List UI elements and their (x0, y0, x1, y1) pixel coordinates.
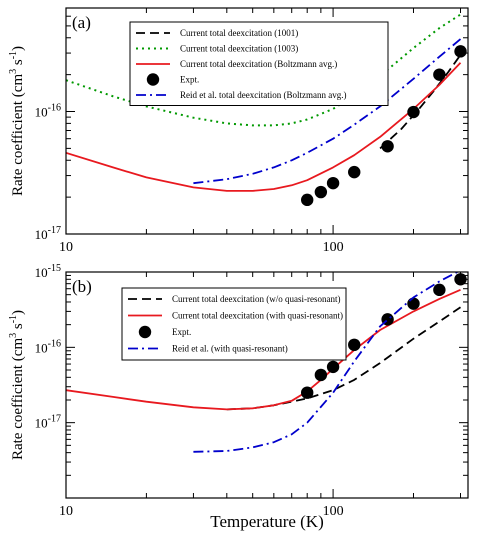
expt-point (314, 185, 328, 199)
legend-label: Current total deexcitation (Boltzmann av… (180, 59, 337, 69)
legend-label: Reid et al. (with quasi-resonant) (172, 344, 288, 354)
expt-point (301, 386, 314, 399)
y-tick-label: 10-16 (35, 338, 61, 355)
y-axis-ticks (66, 271, 468, 499)
legend-label: Expt. (180, 75, 199, 85)
series-line (226, 306, 462, 411)
x-tick-label: 10 (59, 240, 73, 255)
panel-a: 10 100 10-17 10-16 Rate coefficient (cm3 s-1… (8, 7, 469, 255)
x-tick-label: 100 (323, 240, 344, 255)
expt-point (326, 176, 340, 190)
plot-area (66, 13, 467, 207)
y-axis-title: Rate coefficient (cm3 s-1) (8, 46, 26, 196)
expt-point (314, 368, 328, 382)
plot-area (66, 272, 467, 453)
x-axis-title: Temperature (K) (210, 512, 324, 531)
x-tick-label: 100 (323, 504, 344, 519)
expt-point (381, 140, 394, 153)
y-tick-label: 10-16 (35, 103, 61, 120)
expt-point (348, 165, 361, 179)
legend-label: Current total deexcitation (1003) (180, 44, 298, 54)
series-line (193, 272, 460, 453)
series-line (66, 62, 462, 192)
legend-swatch (138, 325, 152, 339)
expt-point (454, 273, 467, 286)
y-axis-title: Rate coefficient (cm3 s-1) (8, 310, 26, 460)
y-tick-label: 10-17 (35, 414, 61, 431)
legend: Current total deexcitation (w/o quasi-re… (121, 287, 347, 361)
panel-b: 10 100 10-17 10-16 10-15 Rate coefficient (cm… (8, 263, 469, 519)
expt-point (348, 338, 361, 352)
expt-point (326, 360, 340, 374)
legend-box (121, 287, 347, 361)
expt-point (433, 68, 446, 81)
expt-point (433, 283, 446, 297)
y-tick-label: 10-17 (35, 225, 61, 242)
legend-label: Expt. (172, 327, 191, 337)
x-tick-label: 10 (59, 504, 73, 519)
series-line (193, 38, 462, 185)
legend-box (129, 21, 389, 106)
legend: Current total deexcitation (1001) Current… (129, 21, 389, 106)
plot-frame (65, 7, 469, 235)
legend-label: Current total deexcitation (1001) (180, 28, 298, 38)
plot-frame (65, 271, 469, 499)
series-line (379, 54, 462, 150)
legend-label: Current total deexcitation (with quasi-r… (172, 311, 343, 321)
legend-swatch (146, 73, 160, 86)
x-axis-ticks (65, 8, 462, 234)
panel-label: (b) (72, 277, 92, 296)
series-line (66, 288, 461, 411)
panel-label: (a) (72, 13, 91, 32)
y-tick-label: 10-15 (35, 263, 61, 280)
expt-point (454, 45, 467, 58)
expt-point (407, 105, 420, 119)
legend-label: Current total deexcitation (w/o quasi-re… (172, 294, 340, 304)
expt-point (407, 297, 420, 310)
expt-point (301, 193, 314, 207)
legend-label: Reid et al. total deexcitation (Boltzman… (180, 90, 346, 100)
